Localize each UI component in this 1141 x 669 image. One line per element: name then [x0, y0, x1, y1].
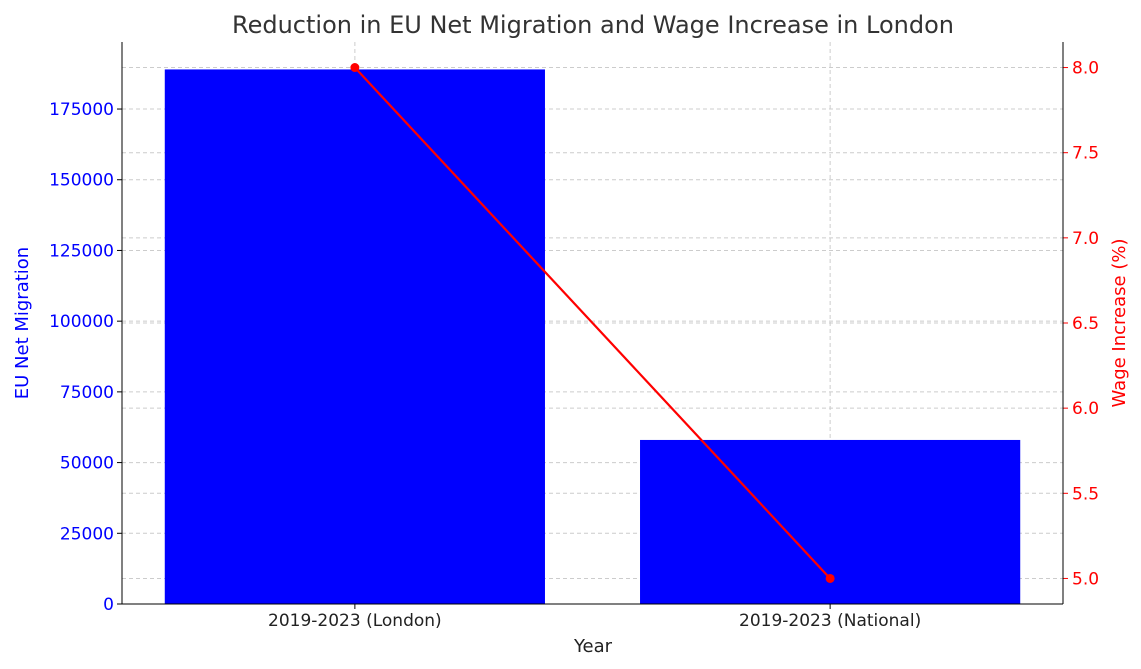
wage-point: [350, 63, 360, 73]
left-tick-label: 50000: [60, 454, 114, 474]
left-tick-label: 125000: [49, 241, 114, 261]
x-axis-label: Year: [573, 636, 613, 657]
right-tick-label: 7.5: [1072, 144, 1099, 164]
right-tick-label: 6.0: [1072, 399, 1099, 419]
wage-point: [825, 573, 835, 583]
x-tick-label: 2019-2023 (London): [268, 611, 442, 631]
left-tick-label: 0: [103, 595, 114, 615]
wage-line: [354, 66, 831, 580]
chart-title: Reduction in EU Net Migration and Wage I…: [232, 11, 954, 39]
left-tick-label: 150000: [49, 171, 114, 191]
right-tick-label: 8.0: [1072, 59, 1099, 79]
right-tick-label: 5.5: [1072, 484, 1099, 504]
x-tick-label: 2019-2023 (National): [739, 611, 921, 631]
right-tick-label: 6.5: [1072, 314, 1099, 334]
left-tick-label: 100000: [49, 312, 114, 332]
left-tick-label: 25000: [60, 524, 114, 544]
left-axis-label: EU Net Migration: [12, 247, 33, 399]
bar: [164, 69, 545, 605]
right-axis-label: Wage Increase (%): [1109, 239, 1130, 408]
right-tick-label: 7.0: [1072, 229, 1099, 249]
left-tick-label: 175000: [49, 100, 114, 120]
left-tick-label: 75000: [60, 383, 114, 403]
right-tick-label: 5.0: [1072, 569, 1099, 589]
